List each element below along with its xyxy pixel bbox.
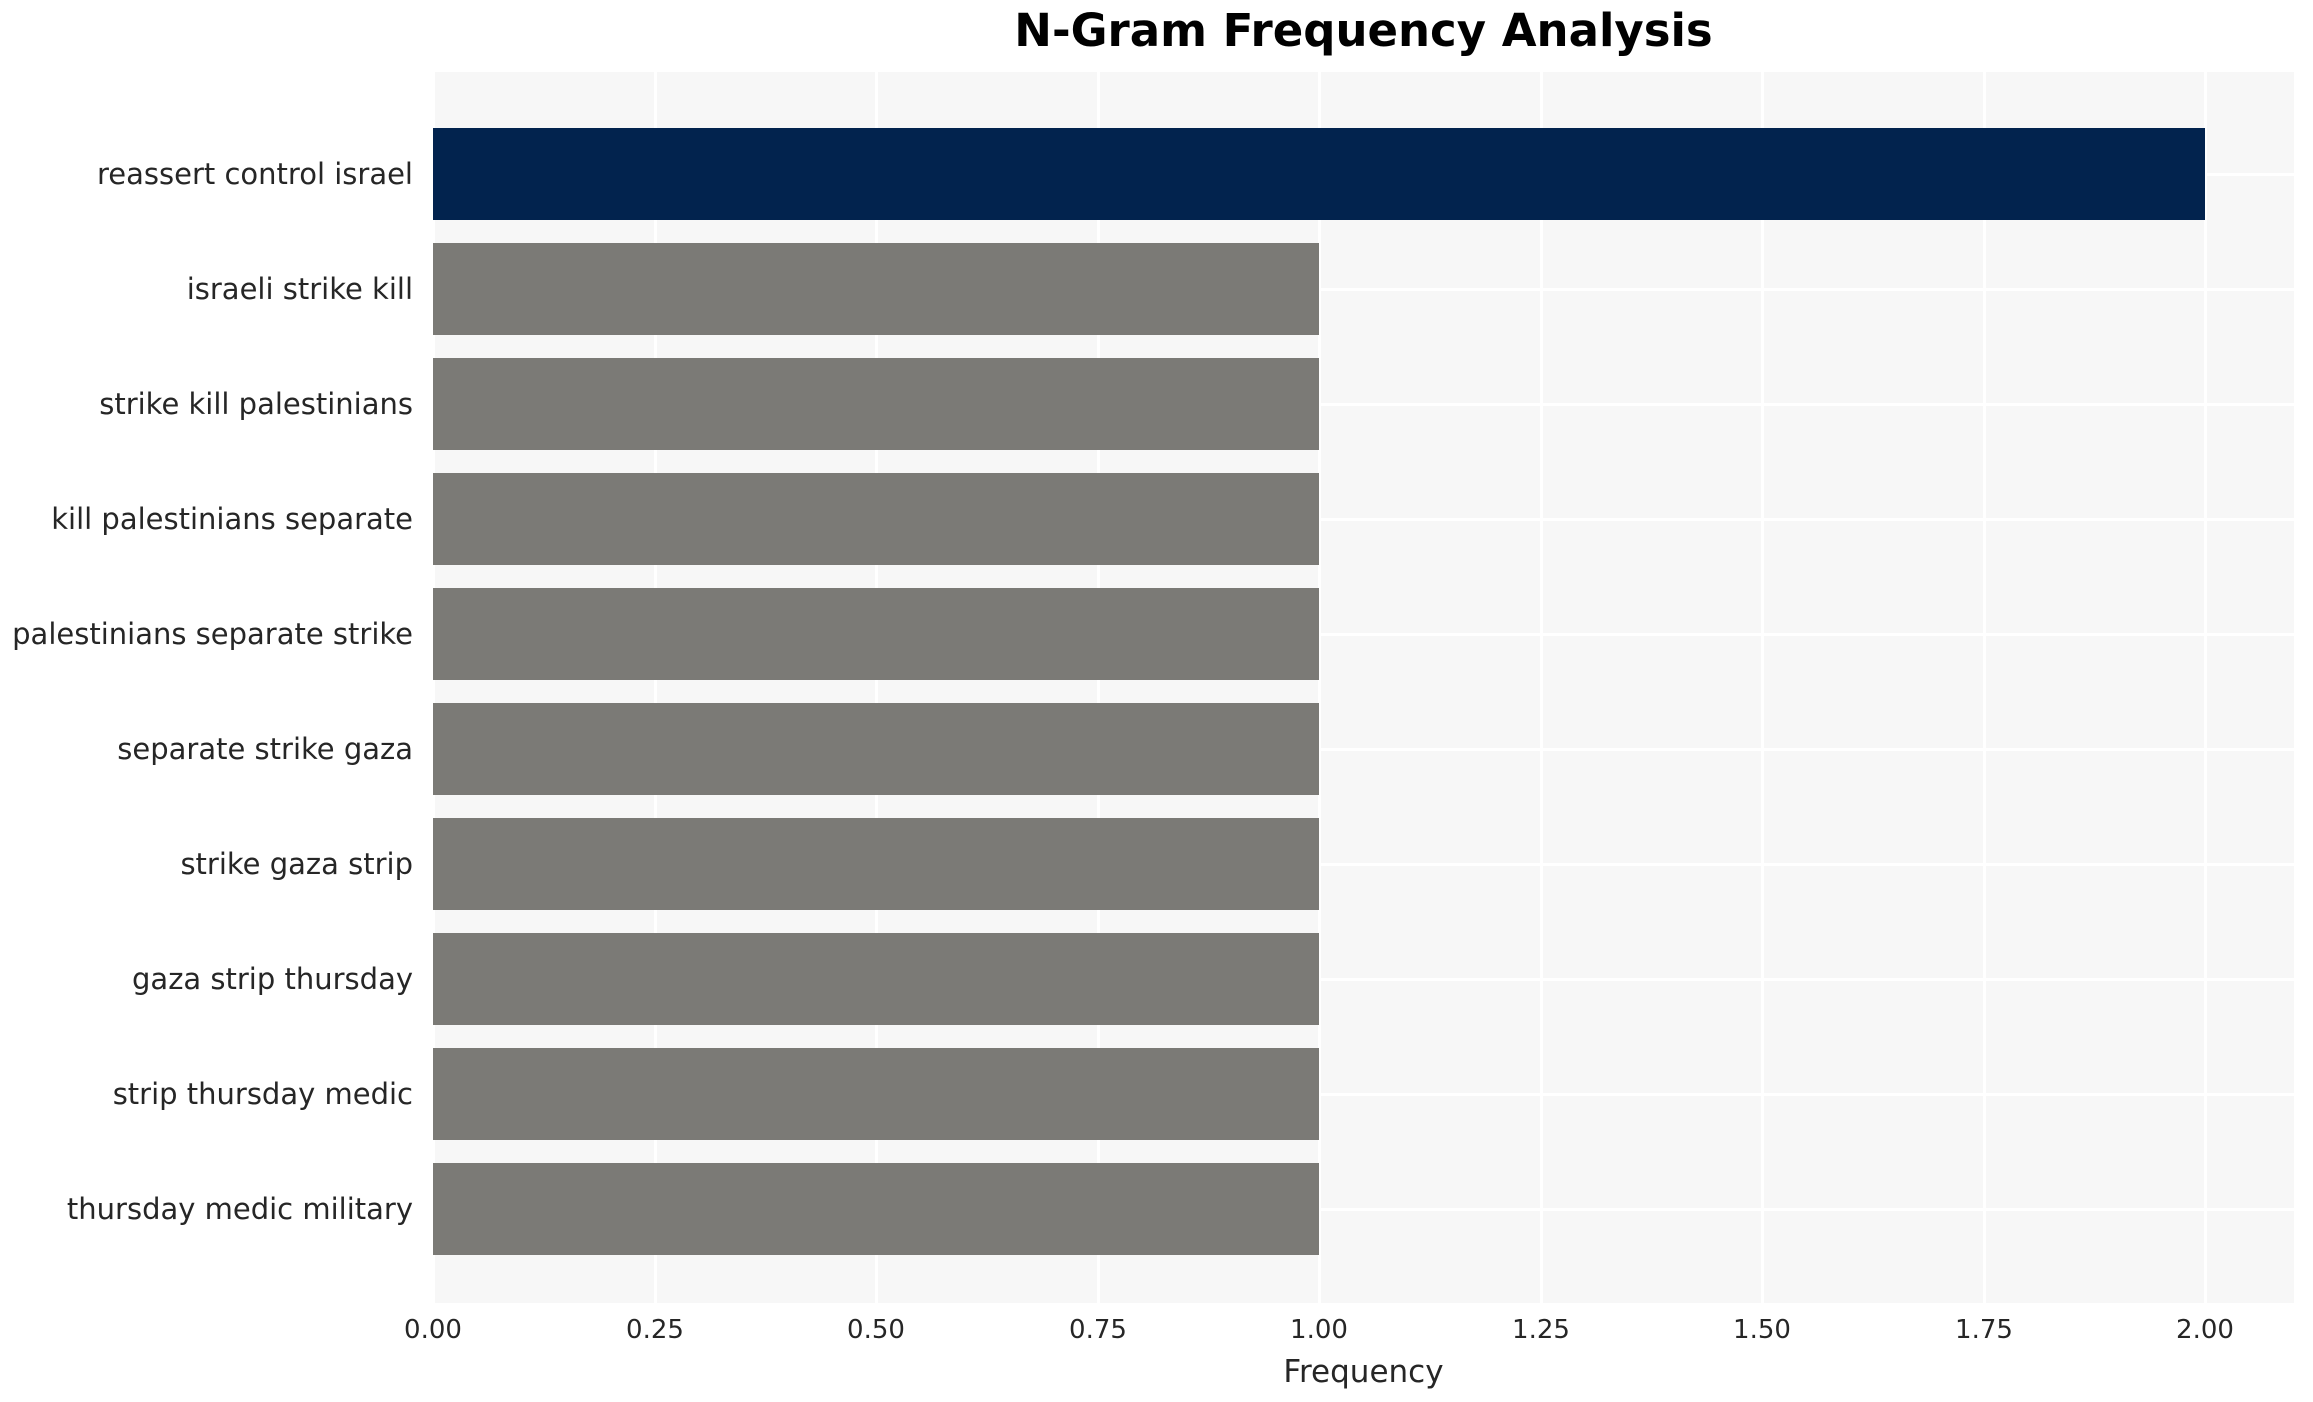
gridline-vertical	[1983, 72, 1986, 1303]
bar	[433, 1048, 1319, 1140]
gridline-horizontal	[433, 1093, 2294, 1096]
x-tick-label: 0.00	[404, 1315, 462, 1345]
gridline-horizontal	[433, 863, 2294, 866]
y-tick-label: kill palestinians separate	[51, 502, 413, 536]
bar	[433, 128, 2205, 220]
y-tick-label: palestinians separate strike	[12, 617, 413, 651]
bar	[433, 358, 1319, 450]
x-tick-label: 0.75	[1069, 1315, 1127, 1345]
y-tick-label: strip thursday medic	[112, 1077, 413, 1111]
gridline-horizontal	[433, 978, 2294, 981]
x-tick-label: 1.25	[1512, 1315, 1570, 1345]
gridline-horizontal	[433, 1208, 2294, 1211]
y-tick-label: israeli strike kill	[186, 272, 413, 306]
x-axis-title: Frequency	[1283, 1354, 1444, 1390]
bar	[433, 473, 1319, 565]
y-tick-label: separate strike gaza	[117, 732, 413, 766]
x-tick-label: 1.00	[1290, 1315, 1348, 1345]
gridline-horizontal	[433, 288, 2294, 291]
bar	[433, 703, 1319, 795]
gridline-horizontal	[433, 403, 2294, 406]
plot-area	[432, 72, 2294, 1303]
bar	[433, 588, 1319, 680]
gridline-horizontal	[433, 748, 2294, 751]
y-tick-label: reassert control israel	[97, 157, 413, 191]
y-tick-label: strike gaza strip	[180, 847, 413, 881]
gridline-vertical	[1318, 72, 1321, 1303]
x-tick-label: 0.25	[626, 1315, 684, 1345]
chart-title: N-Gram Frequency Analysis	[1014, 4, 1713, 57]
gridline-horizontal	[433, 518, 2294, 521]
gridline-vertical	[1540, 72, 1543, 1303]
bar	[433, 1163, 1319, 1255]
x-tick-label: 1.50	[1733, 1315, 1791, 1345]
y-tick-label: thursday medic military	[66, 1192, 413, 1226]
y-tick-label: gaza strip thursday	[132, 962, 413, 996]
gridline-vertical	[432, 72, 435, 1303]
x-tick-label: 0.50	[847, 1315, 905, 1345]
gridline-vertical	[2204, 72, 2207, 1303]
bar	[433, 933, 1319, 1025]
gridline-vertical	[654, 72, 657, 1303]
y-tick-label: strike kill palestinians	[99, 387, 413, 421]
x-tick-label: 1.75	[1955, 1315, 2013, 1345]
gridline-vertical	[1761, 72, 1764, 1303]
gridline-vertical	[1097, 72, 1100, 1303]
bar	[433, 243, 1319, 335]
gridline-horizontal	[433, 633, 2294, 636]
bar	[433, 818, 1319, 910]
gridline-vertical	[875, 72, 878, 1303]
x-tick-label: 2.00	[2176, 1315, 2234, 1345]
